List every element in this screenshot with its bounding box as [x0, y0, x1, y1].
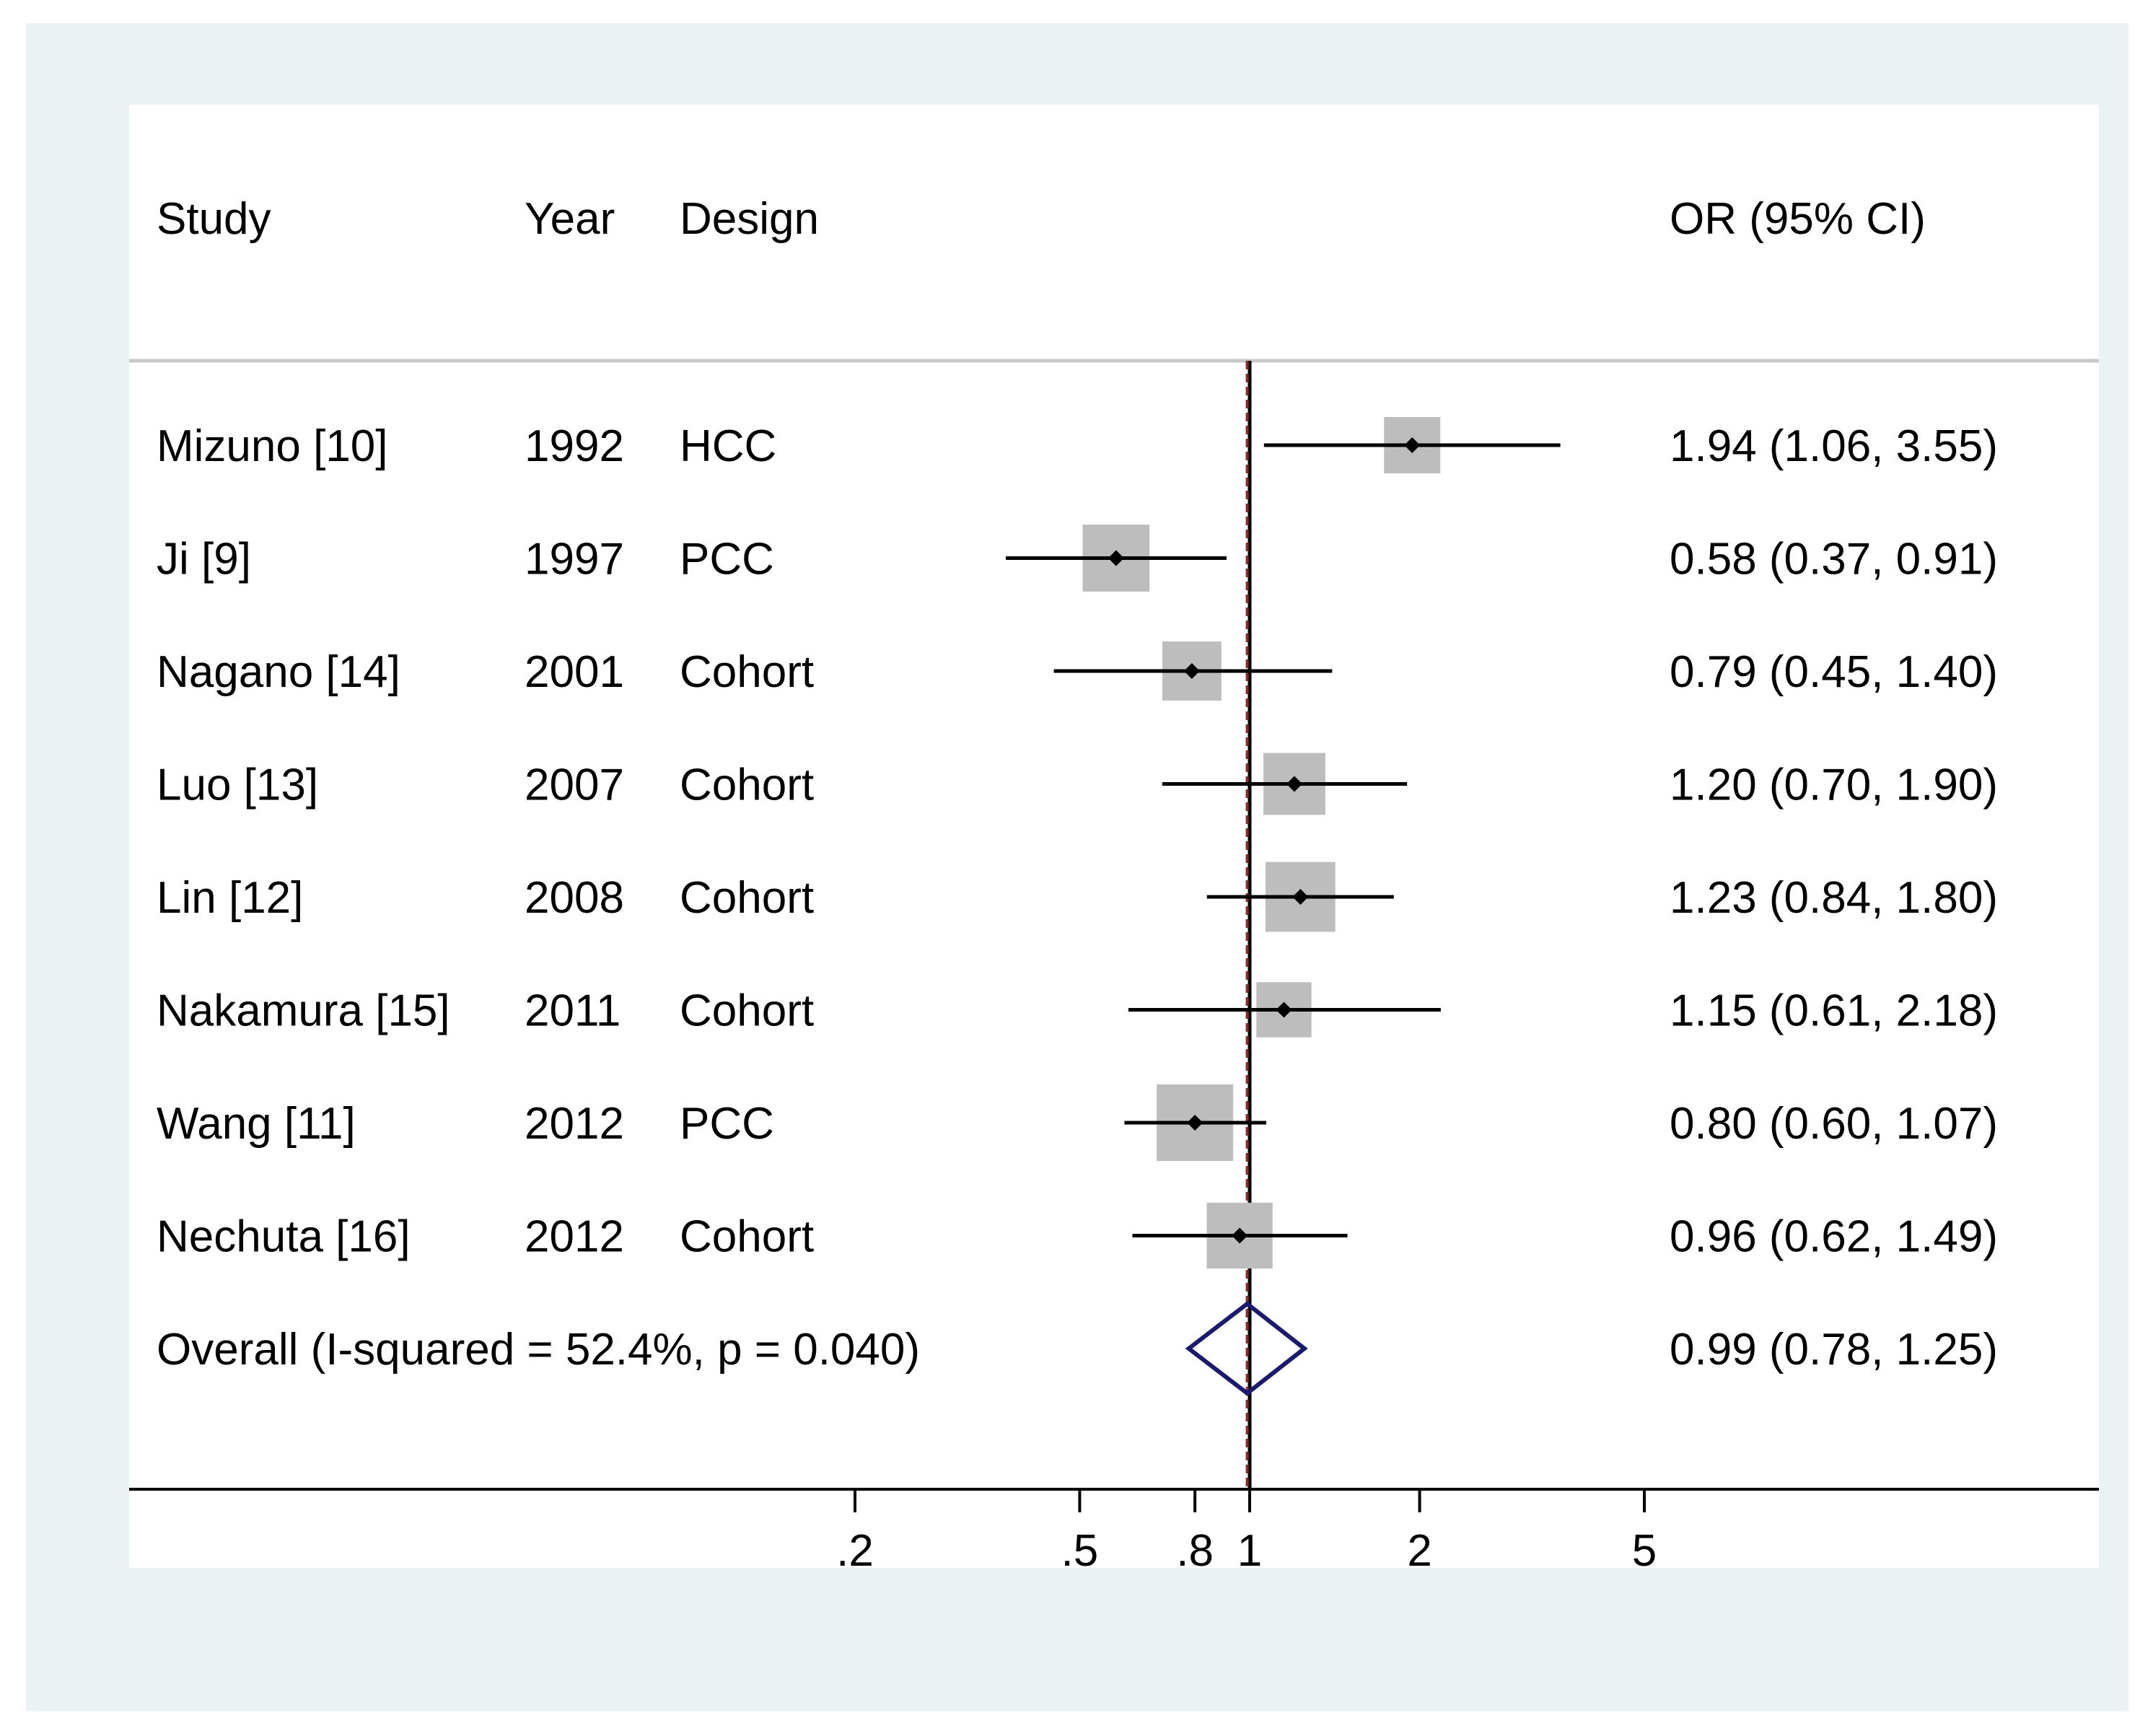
- point-estimate: [1232, 1227, 1248, 1244]
- study-rows: Mizuno [10] 1992 HCC 1.94 (1.06, 3.55) Ji [9…: [157, 361, 1998, 1489]
- study-label: Nakamura [15]: [157, 986, 450, 1036]
- study-design: Cohort: [680, 647, 814, 697]
- study-estimate: 0.79 (0.45, 1.40): [1670, 647, 1998, 697]
- study-label: Lin [12]: [157, 873, 303, 923]
- study-estimate: 1.23 (0.84, 1.80): [1670, 873, 1998, 923]
- study-design: PCC: [680, 535, 774, 584]
- point-estimate: [1276, 1001, 1292, 1018]
- point-estimate: [1108, 550, 1124, 566]
- study-design: PCC: [680, 1099, 774, 1149]
- study-design: Cohort: [680, 760, 814, 810]
- overall-estimate: 0.99 (0.78, 1.25): [1670, 1325, 1998, 1375]
- study-design: HCC: [680, 421, 776, 471]
- overall-label: Overall (I-squared = 52.4%, p = 0.040): [157, 1325, 920, 1375]
- study-year: 1992: [525, 421, 624, 471]
- point-estimate: [1187, 1115, 1203, 1131]
- header-year: Year: [525, 194, 615, 244]
- study-year: 2011: [525, 986, 621, 1036]
- study-label: Mizuno [10]: [157, 421, 388, 471]
- point-estimate: [1404, 437, 1421, 453]
- header-study: Study: [157, 194, 271, 244]
- study-label: Luo [13]: [157, 760, 318, 810]
- study-estimate: 0.80 (0.60, 1.07): [1670, 1099, 1998, 1149]
- study-year: 2008: [525, 873, 624, 923]
- study-label: Nechuta [16]: [157, 1212, 411, 1262]
- x-tick-label: 5: [1632, 1526, 1657, 1568]
- study-estimate: 0.58 (0.37, 0.91): [1670, 535, 1998, 584]
- x-tick-label: .2: [836, 1526, 874, 1568]
- study-estimate: 1.94 (1.06, 3.55): [1670, 421, 1998, 471]
- study-label: Wang [11]: [157, 1099, 356, 1149]
- point-estimate: [1183, 663, 1200, 679]
- header-estimate: OR (95% CI): [1670, 194, 1926, 244]
- header-design: Design: [680, 194, 819, 244]
- study-year: 2012: [525, 1212, 624, 1262]
- x-tick-label: 2: [1407, 1526, 1431, 1568]
- overall-diamond: [1185, 1301, 1308, 1396]
- study-year: 2012: [525, 1099, 624, 1149]
- study-label: Ji [9]: [157, 535, 251, 584]
- study-label: Nagano [14]: [157, 647, 400, 697]
- study-design: Cohort: [680, 1212, 814, 1262]
- plot-area: Study Year Design OR (95% CI) Mizuno [10…: [129, 105, 2099, 1568]
- study-estimate: 0.96 (0.62, 1.49): [1670, 1212, 1998, 1262]
- x-tick-label: .5: [1061, 1526, 1099, 1568]
- study-year: 2001: [525, 647, 624, 697]
- forest-plot: Study Year Design OR (95% CI) Mizuno [10…: [129, 194, 2099, 1568]
- figure-frame: Study Year Design OR (95% CI) Mizuno [10…: [26, 23, 2128, 1711]
- study-estimate: 1.20 (0.70, 1.90): [1670, 760, 1998, 810]
- point-estimate: [1286, 776, 1302, 792]
- x-tick-label: .8: [1176, 1526, 1214, 1568]
- point-estimate: [1292, 889, 1309, 905]
- x-tick-label: 1: [1237, 1526, 1262, 1568]
- x-axis: .2 .5 .8 1 2 5: [129, 1488, 2099, 1568]
- study-year: 1997: [525, 535, 624, 584]
- study-estimate: 1.15 (0.61, 2.18): [1670, 986, 1998, 1036]
- study-design: Cohort: [680, 986, 814, 1036]
- study-design: Cohort: [680, 873, 814, 923]
- study-year: 2007: [525, 760, 624, 810]
